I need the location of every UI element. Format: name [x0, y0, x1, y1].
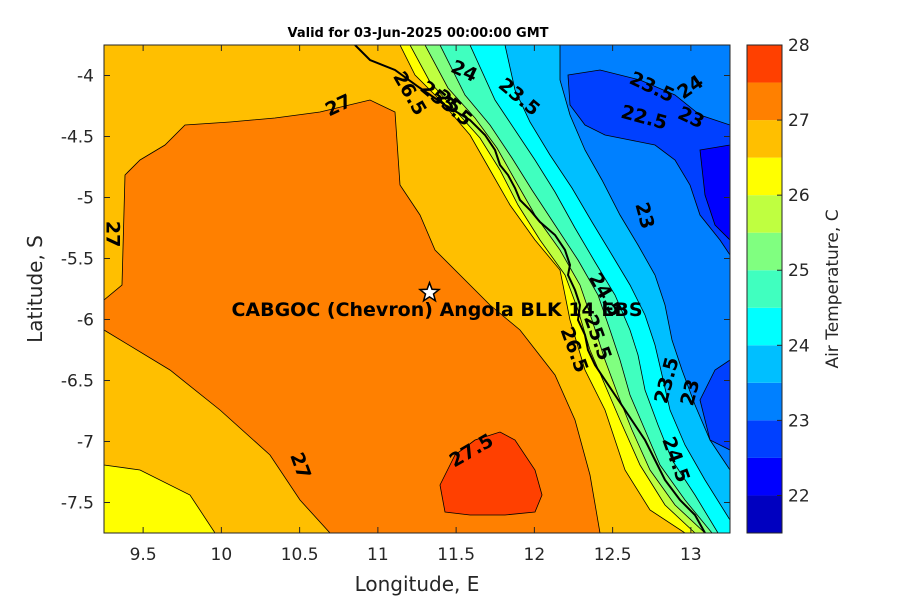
colorbar-segment [747, 45, 782, 83]
contour-band-26-corner [104, 464, 216, 533]
x-tick-label: 12 [524, 545, 546, 565]
colorbar-segment [747, 157, 782, 196]
plot-area-frame [103, 44, 731, 534]
colorbar-title: Air Temperature, C [823, 209, 843, 368]
y-tick-label: -7 [77, 433, 94, 453]
colorbar-segment [747, 82, 782, 121]
y-axis: -4 -4.5 -5 -5.5 -6 -6.5 -7 -7.5 [61, 67, 730, 514]
y-tick-label: -6.5 [61, 372, 94, 392]
colorbar-segment [747, 120, 782, 158]
colorbar [746, 44, 783, 534]
colorbar-tick-label: 28 [788, 36, 810, 56]
chart-title: Valid for 03-Jun-2025 00:00:00 GMT [288, 26, 549, 41]
colorbar-segment [747, 270, 782, 308]
colorbar-ticks: 22 23 24 25 26 27 28 [777, 36, 810, 506]
colorbar-segment [747, 420, 782, 458]
y-tick-label: -6 [77, 311, 94, 331]
contour-fill-layer [104, 45, 730, 533]
x-axis-title: Longitude, E [355, 572, 480, 596]
colorbar-tick-label: 23 [788, 411, 810, 431]
colorbar-segment [747, 307, 782, 346]
contour-band-22 [699, 144, 730, 241]
contour-band-27-5 [439, 431, 543, 516]
x-tick-label: 9.5 [130, 545, 157, 565]
colorbar-frame [746, 44, 783, 534]
colorbar-segment [747, 232, 782, 271]
site-marker [417, 280, 442, 303]
colorbar-segment [747, 345, 782, 383]
y-axis-title: Latitude, S [23, 235, 47, 343]
star-icon [417, 280, 442, 303]
colorbar-segment [747, 195, 782, 233]
y-tick-label: -7.5 [61, 494, 94, 514]
x-tick-label: 13 [680, 545, 702, 565]
x-axis: 9.5 10 10.5 11 11.5 12 12.5 13 [130, 45, 702, 565]
x-tick-label: 10.5 [281, 545, 319, 565]
colorbar-segment [747, 495, 782, 533]
site-label: CABGOC (Chevron) Angola BLK 14 EBS [231, 299, 642, 321]
colorbar-tick-label: 26 [788, 186, 810, 206]
colorbar-tick-label: 24 [788, 336, 810, 356]
colorbar-tick-label: 27 [788, 111, 810, 131]
y-tick-label: -5.5 [61, 250, 94, 270]
y-tick-label: -4 [77, 67, 94, 87]
contour-band-22-south [699, 359, 730, 451]
colorbar-segment [747, 382, 782, 421]
x-tick-label: 10 [211, 545, 233, 565]
y-tick-label: -5 [77, 189, 94, 209]
contour-band-22-5 [567, 69, 730, 256]
contour-band-27 [104, 99, 601, 533]
x-tick-label: 11 [367, 545, 389, 565]
colorbar-tick-label: 25 [788, 261, 810, 281]
colorbar-tick-label: 22 [788, 486, 810, 506]
x-tick-label: 12.5 [594, 545, 632, 565]
colorbar-segment [747, 457, 782, 496]
y-tick-label: -4.5 [61, 128, 94, 148]
contour-label: 27 [101, 221, 123, 247]
x-tick-label: 11.5 [437, 545, 475, 565]
coastline [354, 45, 706, 533]
